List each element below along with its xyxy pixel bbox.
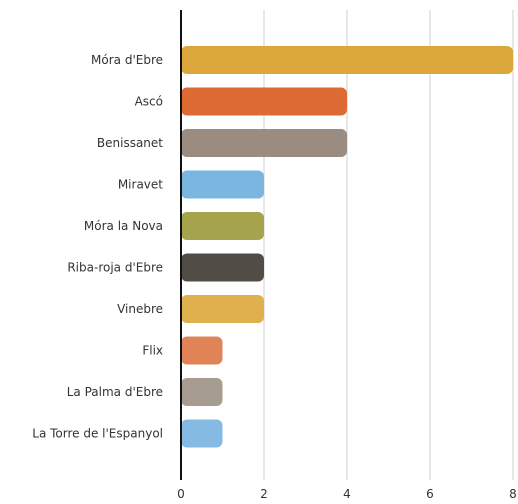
category-label-7: Vinebre xyxy=(117,302,163,316)
grid-lines xyxy=(263,10,514,480)
x-tick-label-2: 2 xyxy=(260,487,268,501)
x-tick-label-4: 4 xyxy=(343,487,351,501)
category-label-2: Ascó xyxy=(135,95,163,109)
bar-9 xyxy=(181,378,223,406)
x-tick-labels: 0 2 4 6 8 xyxy=(177,487,517,501)
bar-4 xyxy=(181,170,264,199)
category-label-3: Benissanet xyxy=(97,136,163,150)
bar-10 xyxy=(181,419,223,448)
bar-8 xyxy=(181,336,223,365)
bar-6 xyxy=(181,253,264,282)
bar-3 xyxy=(181,129,347,157)
x-tick-label-8: 8 xyxy=(509,487,517,501)
category-label-9: La Palma d'Ebre xyxy=(67,385,163,399)
category-label-6: Riba-roja d'Ebre xyxy=(67,261,163,275)
bar-7 xyxy=(181,295,264,323)
category-labels: Móra d'Ebre Ascó Benissanet Miravet Móra la … xyxy=(32,53,163,441)
x-tick-label-6: 6 xyxy=(426,487,434,501)
bar-5 xyxy=(181,212,264,240)
bars xyxy=(181,46,513,448)
category-label-10: La Torre de l'Espanyol xyxy=(32,427,163,441)
bar-1 xyxy=(181,46,513,74)
x-tick-label-0: 0 xyxy=(177,487,185,501)
category-label-8: Flix xyxy=(142,344,163,358)
category-label-1: Móra d'Ebre xyxy=(91,53,163,67)
category-label-4: Miravet xyxy=(118,178,163,192)
bar-2 xyxy=(181,87,347,116)
category-label-5: Móra la Nova xyxy=(84,219,163,233)
